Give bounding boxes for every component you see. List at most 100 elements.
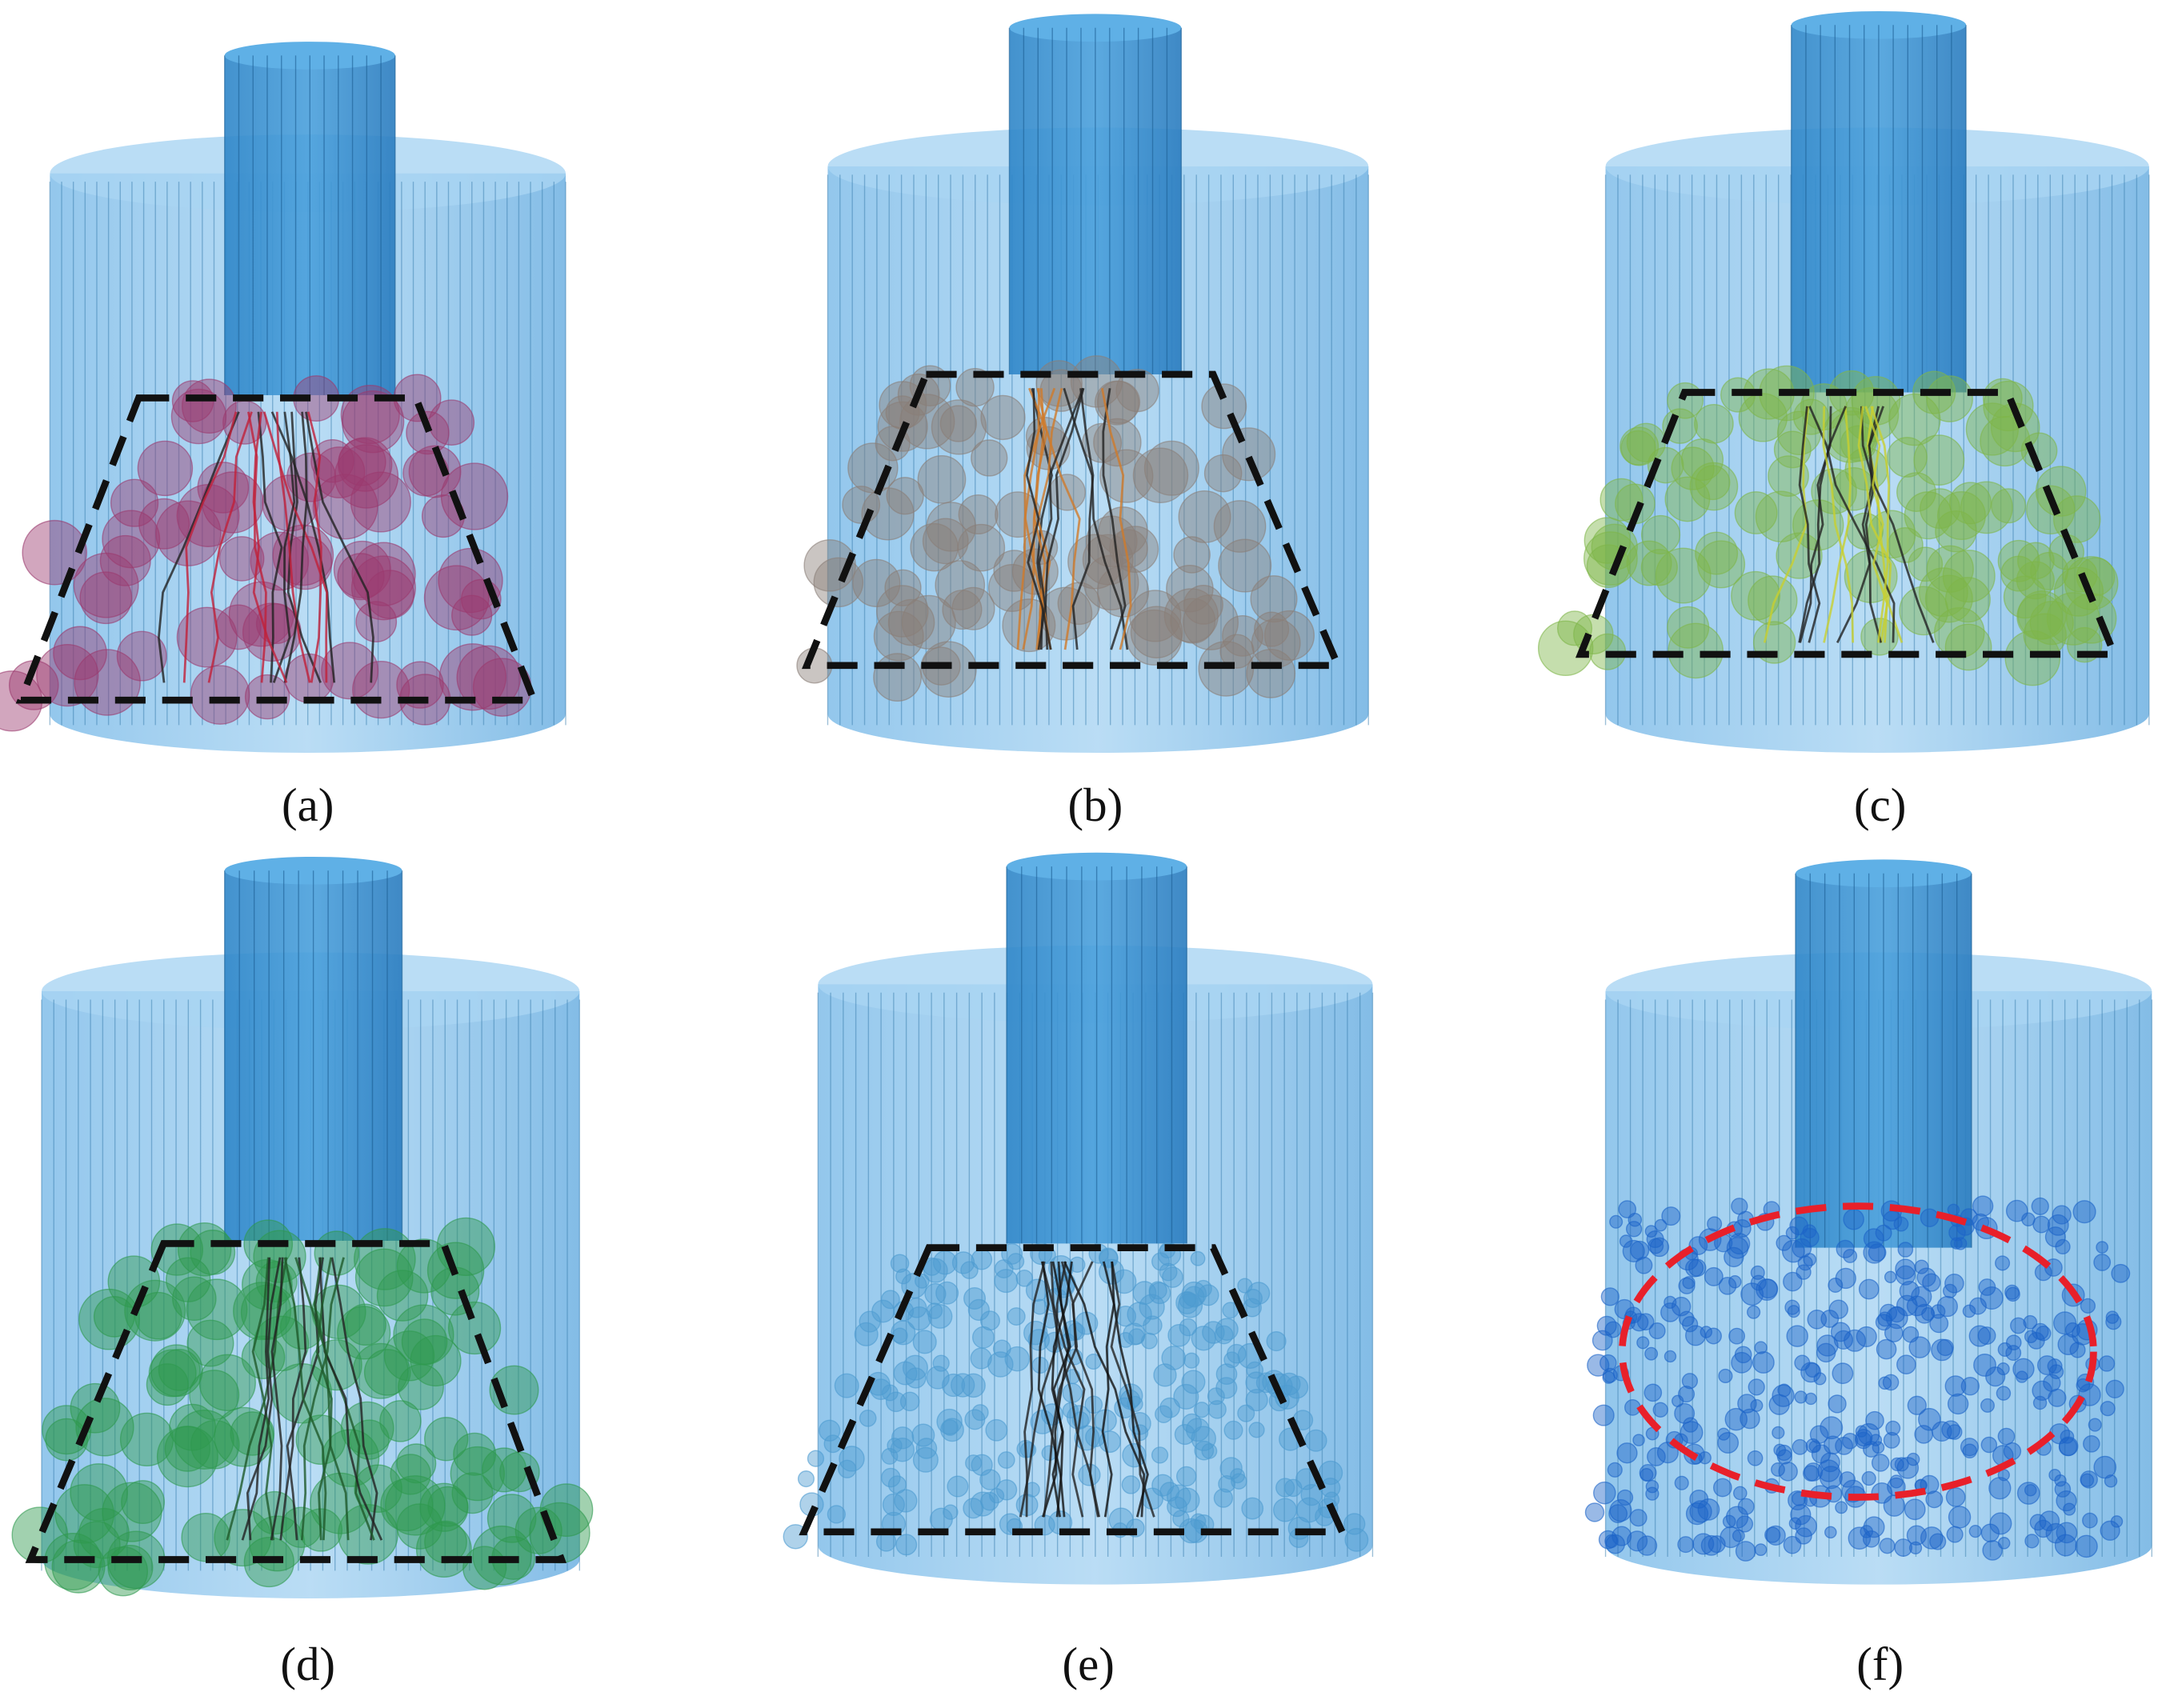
particle xyxy=(1700,1534,1722,1556)
particle xyxy=(379,1400,422,1442)
particle xyxy=(1792,1438,1808,1455)
particle xyxy=(1640,514,1681,554)
particle xyxy=(1756,1278,1779,1301)
particle xyxy=(70,1382,121,1434)
panel xyxy=(1584,859,2152,1585)
particle xyxy=(1647,446,1684,484)
particle xyxy=(1664,1295,1677,1309)
particle xyxy=(2111,1263,2131,1283)
particle xyxy=(146,1363,189,1406)
particle xyxy=(1973,1353,1996,1377)
particle xyxy=(1660,1302,1680,1322)
particle xyxy=(2024,1534,2040,1549)
particle xyxy=(961,1373,986,1398)
particle xyxy=(334,444,399,509)
particle xyxy=(2029,600,2074,646)
particle xyxy=(340,1401,394,1455)
particle xyxy=(22,519,87,586)
particle xyxy=(93,1296,135,1338)
particle xyxy=(2003,575,2047,619)
branch xyxy=(252,411,288,683)
particle xyxy=(1162,1266,1183,1288)
particle xyxy=(970,1347,992,1370)
particle xyxy=(1695,465,1731,501)
branch xyxy=(158,411,240,683)
particle xyxy=(158,1349,201,1391)
particle xyxy=(985,1418,1008,1442)
particle xyxy=(1929,1533,1947,1550)
particle xyxy=(2053,1311,2077,1335)
particle xyxy=(1218,538,1272,593)
particle xyxy=(1747,1450,1764,1466)
particle xyxy=(943,1504,959,1520)
particle xyxy=(1921,1306,1936,1322)
particle xyxy=(1737,1394,1757,1414)
particle xyxy=(1883,1431,1900,1449)
particle xyxy=(2048,1469,2061,1482)
particle xyxy=(181,1513,230,1562)
particle xyxy=(2052,495,2101,543)
particle xyxy=(1689,462,1739,511)
particle xyxy=(1803,1465,1820,1482)
particle xyxy=(1231,1473,1247,1490)
particle xyxy=(1908,546,1944,582)
particle xyxy=(1605,1534,1626,1554)
particle xyxy=(1885,1420,1901,1436)
particle xyxy=(2003,1442,2022,1461)
particle xyxy=(1897,1242,1914,1258)
particle xyxy=(53,626,107,681)
particle xyxy=(1671,1296,1692,1317)
particle xyxy=(2010,1317,2027,1334)
particle xyxy=(2056,1522,2078,1544)
particle xyxy=(1980,1398,1995,1413)
particle xyxy=(859,1409,877,1427)
particle xyxy=(1936,1295,1958,1318)
branch xyxy=(247,411,267,683)
panel-label: (e) xyxy=(1063,1638,1115,1690)
particle xyxy=(1997,539,2040,582)
particle xyxy=(927,1304,953,1329)
particle xyxy=(401,1318,448,1365)
particle xyxy=(1695,531,1739,575)
branch xyxy=(1102,388,1127,650)
particle xyxy=(1996,1362,2010,1376)
branch xyxy=(315,1257,333,1541)
branch xyxy=(283,1257,327,1541)
particle xyxy=(415,1522,472,1578)
particle xyxy=(882,1493,905,1516)
particle xyxy=(1707,1216,1723,1232)
particle xyxy=(2056,1490,2077,1512)
branch xyxy=(1860,406,1935,643)
particle xyxy=(1913,434,1965,486)
particle xyxy=(1694,403,1734,444)
particle xyxy=(1817,1459,1840,1482)
particle xyxy=(138,498,190,550)
branch xyxy=(1101,1261,1115,1518)
particle xyxy=(1664,476,1711,522)
particle xyxy=(893,1361,918,1386)
particle xyxy=(1863,1516,1885,1538)
particle xyxy=(1868,1243,1887,1262)
particle xyxy=(838,1459,857,1478)
particle xyxy=(2075,1534,2098,1558)
particle xyxy=(1190,1250,1206,1266)
particle xyxy=(1748,1378,1765,1396)
particle xyxy=(1222,614,1263,657)
particle xyxy=(1893,1216,1909,1232)
particle xyxy=(310,438,354,483)
branch xyxy=(270,1257,284,1541)
particle xyxy=(1121,1475,1141,1494)
particle xyxy=(1828,1278,1844,1293)
branch xyxy=(1043,1261,1094,1518)
particle xyxy=(1728,1327,1746,1345)
particle xyxy=(2093,1455,2117,1479)
particle xyxy=(1736,1515,1754,1533)
particle xyxy=(2058,1437,2078,1457)
particle xyxy=(935,1281,959,1305)
particle xyxy=(1717,1431,1740,1454)
particle xyxy=(1592,1404,1615,1426)
particle xyxy=(2032,1395,2048,1410)
particle xyxy=(1677,1386,1696,1403)
particle xyxy=(958,494,999,535)
